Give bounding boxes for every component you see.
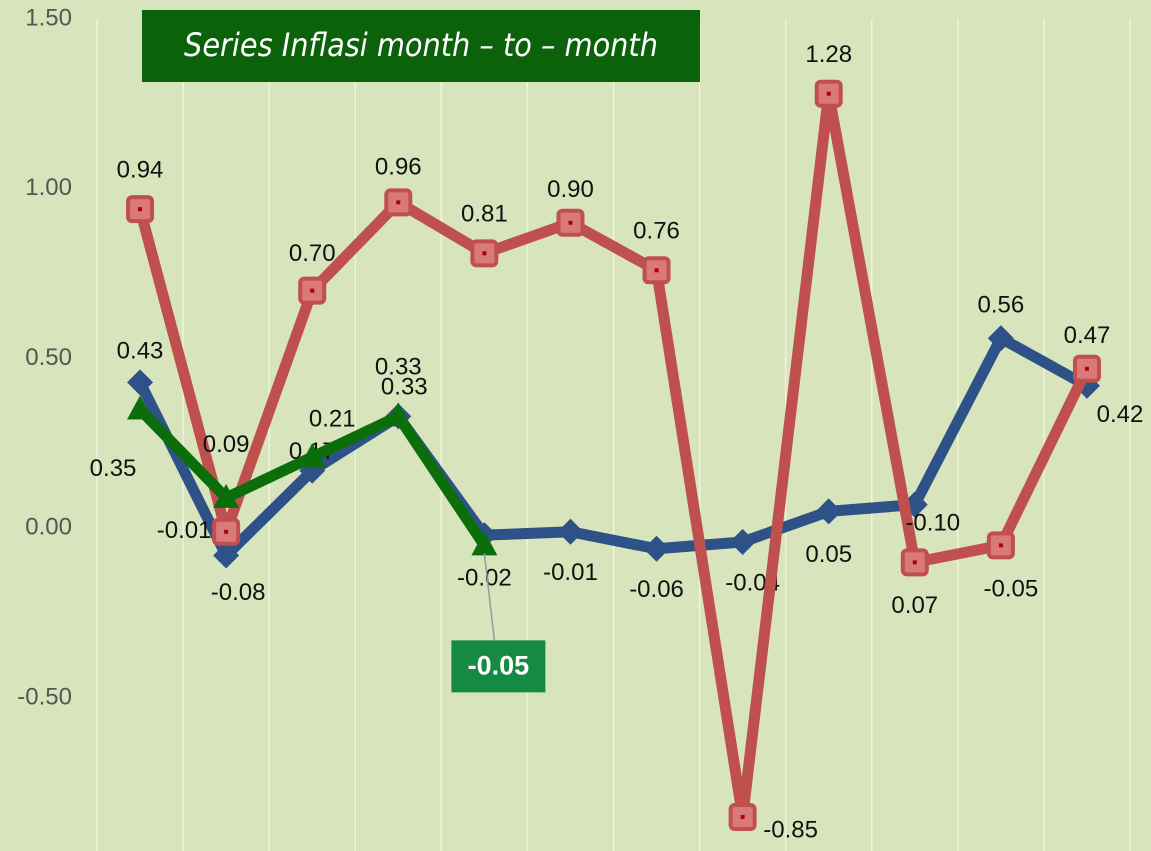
marker-dot: [568, 220, 573, 225]
marker: [557, 518, 584, 545]
data-label: -0.10: [905, 510, 960, 537]
grid: [96, 19, 1131, 851]
data-label: 0.70: [289, 240, 336, 267]
data-label: -0.01: [543, 559, 598, 586]
data-label: 0.33: [381, 374, 428, 401]
marker: [127, 395, 154, 420]
series-line: [135, 332, 1090, 562]
marker: [643, 535, 670, 562]
marker-dot: [396, 200, 401, 205]
title-box: [142, 10, 700, 82]
marker: [299, 443, 326, 468]
y-tick-label: 1.50: [25, 4, 72, 31]
y-tick-label: -0.50: [17, 684, 72, 711]
marker: [729, 528, 756, 555]
marker-dot: [826, 91, 831, 96]
data-label: 0.33: [375, 354, 422, 381]
highlight-box: [451, 640, 546, 693]
y-tick-label: 0.50: [25, 344, 72, 371]
data-label: -0.02: [457, 565, 512, 592]
marker-dot: [998, 543, 1003, 548]
marker-dot: [1084, 366, 1089, 371]
data-label: 0.07: [891, 592, 938, 619]
marker-dot: [310, 288, 315, 293]
leader-line: [483, 553, 496, 641]
y-tick-label: 1.00: [25, 174, 72, 201]
data-label: -0.01: [157, 517, 212, 544]
data-label: -0.85: [763, 816, 818, 843]
data-label: 0.42: [1097, 401, 1144, 428]
marker: [213, 483, 240, 508]
data-label: 0.21: [309, 405, 356, 432]
data-label: 0.94: [117, 157, 164, 184]
marker: [815, 498, 842, 525]
marker-dot: [654, 268, 659, 273]
data-label: 0.76: [633, 218, 680, 245]
marker-dot: [912, 560, 917, 565]
data-label: 0.35: [90, 455, 137, 482]
data-label: 0.47: [1064, 322, 1111, 349]
y-tick-label: 0.00: [25, 514, 72, 541]
chart-title: Series Inflasi month – to – month: [184, 26, 658, 64]
data-label: -0.05: [468, 650, 530, 680]
data-label: -0.06: [629, 576, 684, 603]
marker-dot: [224, 529, 229, 534]
data-label: 1.28: [805, 41, 852, 68]
data-label: 0.81: [461, 201, 508, 228]
data-label: 0.05: [805, 541, 852, 568]
series-line: [134, 88, 1092, 823]
data-label: 0.56: [978, 292, 1025, 319]
data-label: -0.08: [211, 579, 266, 606]
marker: [385, 402, 412, 427]
data-label: 0.09: [203, 431, 250, 458]
marker-dot: [740, 815, 745, 820]
marker: [127, 369, 154, 396]
data-label: 0.43: [117, 338, 164, 365]
data-label: 0.96: [375, 154, 422, 181]
data-label: -0.05: [984, 576, 1039, 603]
marker-dot: [138, 207, 143, 212]
marker-dot: [482, 251, 487, 256]
marker: [213, 542, 240, 569]
marker: [471, 531, 498, 556]
marker: [987, 325, 1014, 352]
data-label: 0.90: [547, 176, 594, 203]
